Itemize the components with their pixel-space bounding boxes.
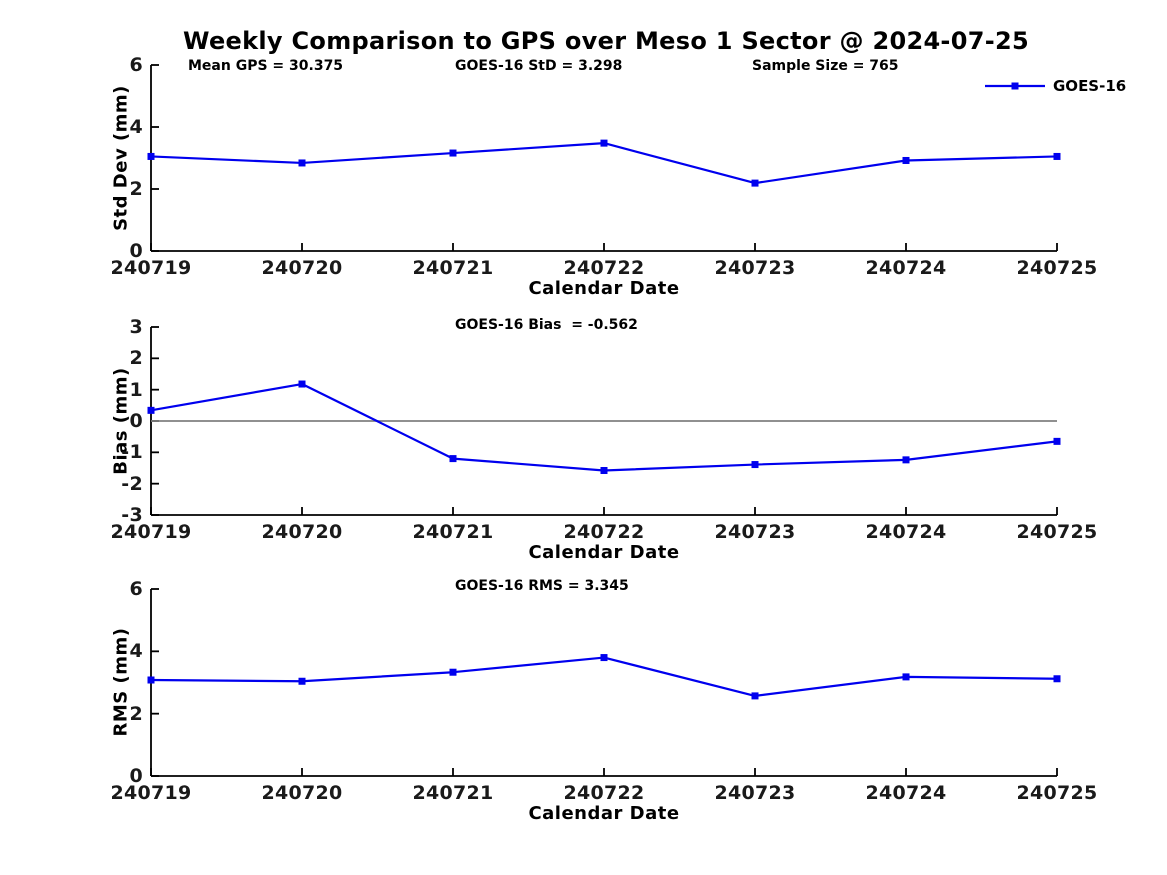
x-tick-label: 240723 <box>714 257 796 279</box>
y-tick-label: 6 <box>129 578 143 600</box>
data-point-marker-bias <box>751 461 759 469</box>
y-tick-label: 0 <box>129 765 143 787</box>
y-tick-label: 1 <box>129 378 143 401</box>
y-tick-label: 6 <box>129 54 143 76</box>
legend-label: GOES-16 <box>1053 77 1127 95</box>
y-tick-label: -1 <box>121 441 143 464</box>
x-tick-label: 240724 <box>865 257 947 279</box>
x-axis-label-std-dev: Calendar Date <box>528 278 680 299</box>
data-point-marker-std-dev <box>298 159 306 167</box>
annotation-mean-gps: Mean GPS = 30.375 <box>188 58 344 74</box>
annotation-sample-size: Sample Size = 765 <box>752 58 899 74</box>
subplot-title-rms: GOES-16 RMS = 3.345 <box>455 578 629 594</box>
data-point-marker-bias <box>298 380 306 388</box>
data-point-marker-rms <box>147 676 155 684</box>
x-tick-label: 240722 <box>563 782 645 804</box>
data-point-marker-std-dev <box>449 149 457 157</box>
x-tick-label: 240721 <box>412 782 494 804</box>
data-line-std-dev <box>150 142 1058 185</box>
x-tick-label: 240721 <box>412 257 494 279</box>
annotation-goes16-std: GOES-16 StD = 3.298 <box>455 58 623 74</box>
data-point-marker-std-dev <box>751 179 759 187</box>
y-tick-label: -2 <box>121 472 143 495</box>
data-point-marker-bias <box>147 406 155 414</box>
data-point-marker-bias <box>1053 437 1061 445</box>
y-tick-label: 0 <box>129 410 143 432</box>
y-tick-label: 4 <box>129 116 143 138</box>
y-tick-label: 2 <box>129 702 143 725</box>
x-tick-label: 240725 <box>1016 521 1098 543</box>
data-point-marker-std-dev <box>600 139 608 147</box>
x-tick-label: 240719 <box>110 257 192 279</box>
y-tick-label: 4 <box>129 640 143 663</box>
x-axis-label-bias: Calendar Date <box>528 542 680 563</box>
x-tick-label: 240722 <box>563 521 645 543</box>
x-tick-label: 240725 <box>1016 782 1098 804</box>
data-point-marker-std-dev <box>1053 152 1061 160</box>
data-point-marker-bias <box>600 467 608 475</box>
x-tick-label: 240719 <box>110 521 192 543</box>
x-axis-label-rms: Calendar Date <box>528 803 680 824</box>
legend-marker <box>1011 82 1019 90</box>
y-tick-label: 2 <box>129 178 143 200</box>
y-tick-label: 2 <box>129 347 143 370</box>
data-point-marker-rms <box>1053 675 1061 683</box>
x-tick-label: 240725 <box>1016 257 1098 279</box>
y-tick-label: 0 <box>129 240 143 262</box>
data-point-marker-bias <box>902 456 910 464</box>
x-tick-label: 240723 <box>714 782 796 804</box>
legend: GOES-16 <box>984 76 1126 96</box>
x-tick-label: 240720 <box>261 257 343 279</box>
x-tick-label: 240724 <box>865 782 947 804</box>
data-point-marker-bias <box>449 455 457 463</box>
y-tick-label: 3 <box>129 316 143 338</box>
legend-line-icon <box>985 82 1045 90</box>
x-tick-label: 240720 <box>261 782 343 804</box>
subplot-title-bias: GOES-16 Bias = -0.562 <box>455 317 638 333</box>
x-tick-label: 240719 <box>110 782 192 804</box>
data-point-marker-rms <box>600 654 608 662</box>
data-point-marker-rms <box>449 668 457 676</box>
x-tick-label: 240722 <box>563 257 645 279</box>
x-tick-label: 240723 <box>714 521 796 543</box>
x-tick-label: 240724 <box>865 521 947 543</box>
data-point-marker-rms <box>902 673 910 681</box>
figure-title: Weekly Comparison to GPS over Meso 1 Sec… <box>183 27 1029 55</box>
data-line-bias <box>150 382 1058 472</box>
x-tick-label: 240720 <box>261 521 343 543</box>
data-point-marker-rms <box>298 677 306 685</box>
data-line-rms <box>150 656 1058 698</box>
y-tick-label: -3 <box>121 504 143 526</box>
data-point-marker-rms <box>751 692 759 700</box>
data-point-marker-std-dev <box>147 152 155 160</box>
x-tick-label: 240721 <box>412 521 494 543</box>
data-point-marker-std-dev <box>902 156 910 164</box>
